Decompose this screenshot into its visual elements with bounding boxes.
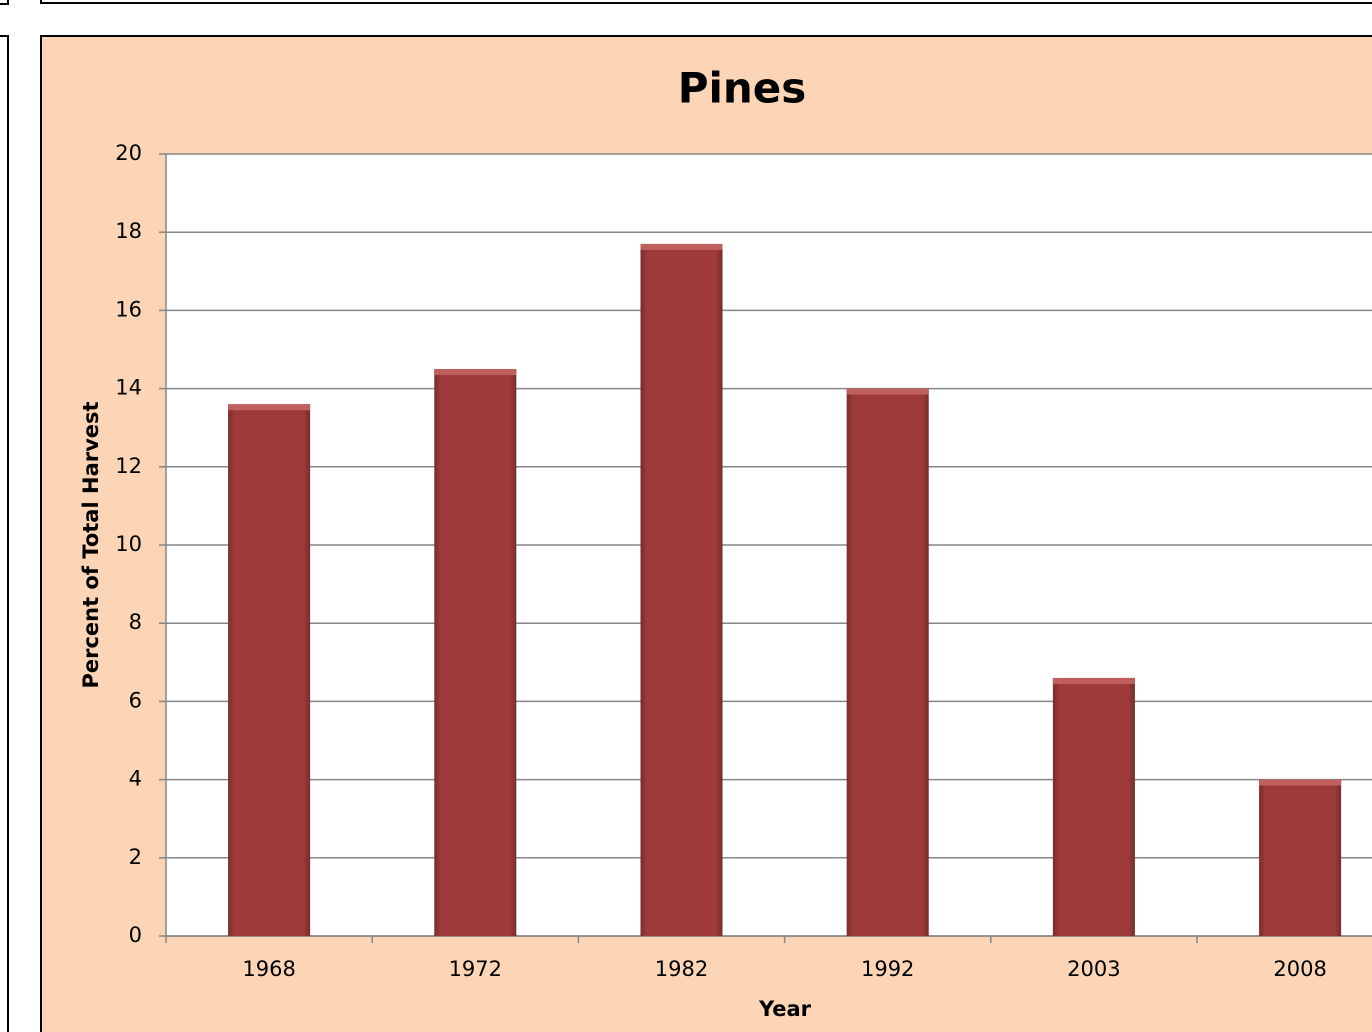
frame-corner [0,0,9,5]
x-tick-label: 1968 [242,957,295,981]
y-tick-label: 6 [129,688,142,712]
bar-shade [434,369,517,936]
bar-shade [1052,677,1135,936]
bar-shade [640,243,723,936]
bar-cap [1259,779,1342,786]
y-tick-label: 8 [129,610,142,634]
chart-title: Pines [678,64,807,113]
y-tick-label: 2 [129,845,142,869]
x-tick-label: 1982 [655,957,708,981]
x-tick-label: 2008 [1273,957,1326,981]
y-tick-label: 4 [129,767,142,791]
x-tick-label: 2003 [1067,957,1120,981]
bar-cap [846,388,929,395]
y-axis-title: Percent of Total Harvest [79,401,103,688]
y-tick-label: 0 [129,923,142,947]
x-tick-label: 1992 [861,957,914,981]
left-frame [0,35,9,1032]
bar-cap [640,243,723,250]
y-tick-label: 18 [115,219,142,243]
y-tick-label: 20 [115,141,142,165]
x-axis-title: Year [758,997,812,1021]
x-tick-label: 1972 [449,957,502,981]
bar-shade [846,388,929,937]
y-tick-label: 10 [115,532,142,556]
y-tick-label: 12 [115,454,142,478]
bar-shade [1259,779,1342,936]
y-tick-label: 16 [115,297,142,321]
bar-cap [228,404,311,411]
top-frame [40,0,1372,4]
bar-shade [228,404,311,936]
bar-cap [1052,677,1135,684]
y-tick-label: 14 [115,376,142,400]
bar-cap [434,369,517,376]
